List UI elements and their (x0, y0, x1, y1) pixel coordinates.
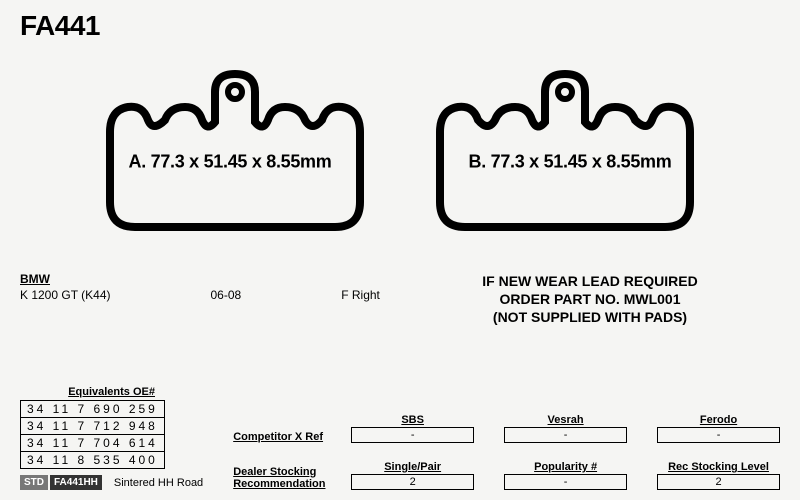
cell-head: Rec Stocking Level (657, 461, 780, 473)
pads-row: A. 77.3 x 51.45 x 8.55mm B. 77.3 x 51.45… (20, 52, 780, 252)
cell-val: - (351, 427, 474, 443)
dealer-cell: Rec Stocking Level 2 (657, 461, 780, 490)
competitor-row: Competitor X Ref SBS - Vesrah - Ferodo - (233, 414, 780, 443)
equivalents-block: Equivalents OE# 34 11 7 690 259 34 11 7 … (20, 386, 203, 490)
note-line2: ORDER PART NO. MWL001 (400, 290, 780, 308)
cell-head: SBS (351, 414, 474, 426)
fitment-years: 06-08 (211, 288, 242, 302)
fitment-left: BMW K 1200 GT (K44) 06-08 F Right (20, 272, 400, 302)
equiv-row: 34 11 8 535 400 (21, 452, 165, 469)
dealer-row: Dealer Stocking Recommendation Single/Pa… (233, 461, 780, 490)
competitor-cell: SBS - (351, 414, 474, 443)
fitment-model-line: K 1200 GT (K44) 06-08 F Right (20, 288, 400, 302)
cell-head: Popularity # (504, 461, 627, 473)
pad-a: A. 77.3 x 51.45 x 8.55mm (80, 52, 380, 252)
fitment-model: K 1200 GT (K44) (20, 288, 111, 302)
pad-a-label: A. 77.3 x 51.45 x 8.55mm (129, 152, 332, 173)
cell-val: - (504, 474, 627, 490)
fitment-position: F Right (341, 288, 380, 302)
cell-val: 2 (657, 474, 780, 490)
part-number: FA441 (20, 10, 780, 42)
cell-val: - (504, 427, 627, 443)
cell-head: Ferodo (657, 414, 780, 426)
right-tables: Competitor X Ref SBS - Vesrah - Ferodo -… (233, 414, 780, 490)
variant-std: STD (20, 475, 48, 490)
bottom-section: Equivalents OE# 34 11 7 690 259 34 11 7 … (20, 386, 780, 490)
equivalents-table: 34 11 7 690 259 34 11 7 712 948 34 11 7 … (20, 400, 165, 469)
dealer-label: Dealer Stocking Recommendation (233, 466, 343, 490)
variant-code: FA441HH (50, 475, 102, 490)
cell-val: 2 (351, 474, 474, 490)
pad-b: B. 77.3 x 51.45 x 8.55mm (420, 52, 720, 252)
note-line1: IF NEW WEAR LEAD REQUIRED (400, 272, 780, 290)
equivalents-title: Equivalents OE# (20, 386, 203, 398)
cell-head: Vesrah (504, 414, 627, 426)
fitment-row: BMW K 1200 GT (K44) 06-08 F Right IF NEW… (20, 272, 780, 327)
cell-head: Single/Pair (351, 461, 474, 473)
dealer-cell: Popularity # - (504, 461, 627, 490)
dealer-cell: Single/Pair 2 (351, 461, 474, 490)
equiv-row: 34 11 7 712 948 (21, 418, 165, 435)
variants-row: STD FA441HH Sintered HH Road (20, 475, 203, 490)
competitor-cell: Vesrah - (504, 414, 627, 443)
cell-val: - (657, 427, 780, 443)
equiv-row: 34 11 7 690 259 (21, 401, 165, 418)
fitment-brand: BMW (20, 272, 400, 286)
note-line3: (NOT SUPPLIED WITH PADS) (400, 308, 780, 326)
pad-b-label: B. 77.3 x 51.45 x 8.55mm (469, 152, 672, 173)
equiv-row: 34 11 7 704 614 (21, 435, 165, 452)
competitor-label: Competitor X Ref (233, 431, 343, 443)
wear-lead-note: IF NEW WEAR LEAD REQUIRED ORDER PART NO.… (400, 272, 780, 327)
variant-desc: Sintered HH Road (114, 477, 203, 489)
competitor-cell: Ferodo - (657, 414, 780, 443)
